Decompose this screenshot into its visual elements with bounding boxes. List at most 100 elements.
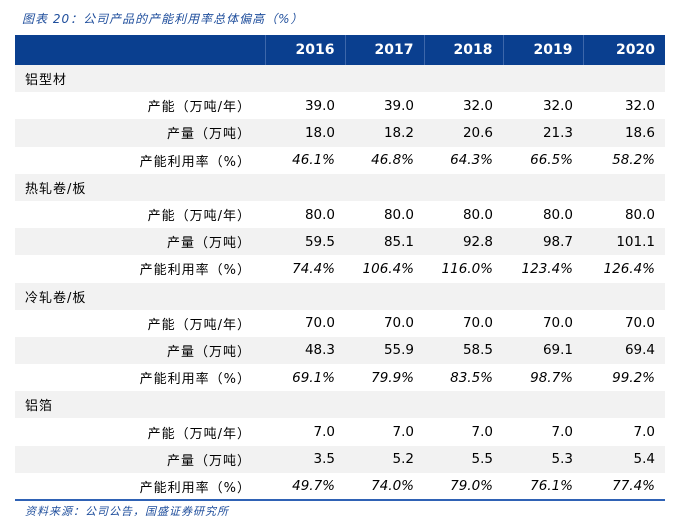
value-cell: 116.0% — [441, 260, 493, 277]
value-cell: 74.4% — [292, 260, 335, 277]
value-cell: 55.9 — [345, 336, 424, 365]
value-cell: 70.0 — [462, 315, 493, 332]
row-label: 产量（万吨） — [15, 336, 265, 365]
row-label: 产能利用率（%） — [139, 480, 251, 496]
empty-cell — [265, 391, 345, 419]
value-cell: 7.0 — [471, 424, 493, 441]
empty-cell — [424, 391, 503, 419]
row-label: 产量（万吨） — [15, 119, 265, 147]
bottom-rule — [15, 499, 665, 501]
table-row: 产能（万吨/年） 7.0 7.0 7.0 7.0 7.0 — [15, 418, 665, 445]
value-cell: 69.1 — [503, 336, 583, 365]
value-cell: 83.5% — [450, 369, 493, 386]
empty-cell — [583, 65, 665, 93]
value-cell: 32.0 — [462, 97, 493, 114]
section-row: 铝箔 — [15, 391, 665, 419]
empty-cell — [265, 65, 345, 93]
value-cell: 5.5 — [424, 445, 503, 473]
table-row: 产量（万吨） 18.0 18.2 20.6 21.3 18.6 — [15, 119, 665, 147]
value-cell: 7.0 — [551, 424, 573, 441]
row-label: 产能（万吨/年） — [147, 317, 251, 333]
value-cell: 59.5 — [265, 228, 345, 256]
value-cell: 101.1 — [583, 228, 665, 256]
value-cell: 99.2% — [612, 369, 655, 386]
empty-cell — [583, 173, 665, 201]
value-cell: 58.5 — [424, 336, 503, 365]
section-row: 热轧卷/板 — [15, 173, 665, 201]
row-label: 产能（万吨/年） — [147, 100, 251, 116]
value-cell: 5.3 — [503, 445, 583, 473]
empty-cell — [345, 65, 424, 93]
value-cell: 21.3 — [503, 119, 583, 147]
section-row: 铝型材 — [15, 65, 665, 93]
empty-cell — [424, 282, 503, 310]
value-cell: 80.0 — [462, 206, 493, 223]
section-name: 铝型材 — [15, 65, 265, 93]
value-cell: 5.2 — [345, 445, 424, 473]
value-cell: 79.0% — [450, 478, 493, 495]
value-cell: 70.0 — [304, 315, 335, 332]
figure-title: 图表 20：公司产品的产能利用率总体偏高（%） — [22, 12, 304, 26]
table-row: 产能利用率（%） 46.1% 46.8% 64.3% 66.5% 58.2% — [15, 147, 665, 174]
row-label: 产能利用率（%） — [139, 263, 251, 279]
value-cell: 7.0 — [313, 424, 335, 441]
value-cell: 98.7 — [503, 228, 583, 256]
year-header: 2018 — [423, 35, 503, 65]
value-cell: 32.0 — [624, 97, 655, 114]
header-row: 2016 2017 2018 2019 2020 — [15, 35, 665, 65]
value-cell: 39.0 — [304, 97, 335, 114]
empty-cell — [345, 391, 424, 419]
value-cell: 64.3% — [450, 152, 493, 169]
value-cell: 66.5% — [530, 152, 573, 169]
value-cell: 18.6 — [583, 119, 665, 147]
value-cell: 106.4% — [362, 260, 414, 277]
section-row: 冷轧卷/板 — [15, 282, 665, 310]
value-cell: 70.0 — [383, 315, 414, 332]
empty-cell — [265, 173, 345, 201]
value-cell: 7.0 — [633, 424, 655, 441]
row-label: 产量（万吨） — [15, 228, 265, 256]
year-header: 2016 — [264, 35, 345, 65]
table-row: 产能（万吨/年） 80.0 80.0 80.0 80.0 80.0 — [15, 201, 665, 228]
value-cell: 123.4% — [521, 260, 573, 277]
value-cell: 70.0 — [624, 315, 655, 332]
table-row: 产量（万吨） 3.5 5.2 5.5 5.3 5.4 — [15, 445, 665, 473]
section-name: 热轧卷/板 — [15, 173, 265, 201]
value-cell: 3.5 — [265, 445, 345, 473]
value-cell: 76.1% — [530, 478, 573, 495]
table-row: 产能利用率（%） 74.4% 106.4% 116.0% 123.4% 126.4% — [15, 255, 665, 282]
row-label: 产量（万吨） — [15, 445, 265, 473]
value-cell: 58.2% — [612, 152, 655, 169]
value-cell: 70.0 — [542, 315, 573, 332]
empty-cell — [345, 173, 424, 201]
value-cell: 74.0% — [371, 478, 414, 495]
row-label: 产能利用率（%） — [139, 154, 251, 170]
value-cell: 7.0 — [392, 424, 414, 441]
value-cell: 5.4 — [583, 445, 665, 473]
empty-cell — [503, 65, 583, 93]
year-header: 2019 — [502, 35, 583, 65]
value-cell: 77.4% — [612, 478, 655, 495]
table-row: 产能（万吨/年） 70.0 70.0 70.0 70.0 70.0 — [15, 310, 665, 337]
empty-cell — [265, 282, 345, 310]
empty-cell — [503, 282, 583, 310]
empty-cell — [424, 65, 503, 93]
value-cell: 79.9% — [371, 369, 414, 386]
value-cell: 80.0 — [542, 206, 573, 223]
value-cell: 98.7% — [530, 369, 573, 386]
year-header: 2017 — [344, 35, 424, 65]
value-cell: 92.8 — [424, 228, 503, 256]
table-row: 产量（万吨） 59.5 85.1 92.8 98.7 101.1 — [15, 228, 665, 256]
value-cell: 46.1% — [292, 152, 335, 169]
empty-cell — [424, 173, 503, 201]
section-name: 铝箔 — [15, 391, 265, 419]
empty-cell — [503, 391, 583, 419]
row-label: 产能（万吨/年） — [147, 426, 251, 442]
value-cell: 80.0 — [383, 206, 414, 223]
empty-cell — [503, 173, 583, 201]
value-cell: 20.6 — [424, 119, 503, 147]
value-cell: 39.0 — [383, 97, 414, 114]
value-cell: 18.2 — [345, 119, 424, 147]
value-cell: 18.0 — [265, 119, 345, 147]
table-row: 产能（万吨/年） 39.0 39.0 32.0 32.0 32.0 — [15, 92, 665, 119]
